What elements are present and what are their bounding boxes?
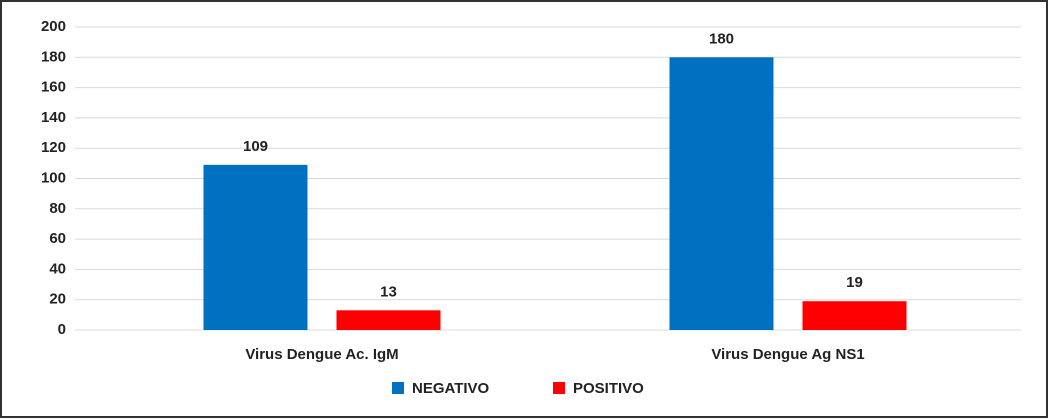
bar bbox=[669, 57, 774, 331]
y-tick-label: 120 bbox=[41, 139, 66, 156]
bar bbox=[336, 310, 441, 330]
legend-label: POSITIVO bbox=[573, 380, 644, 397]
data-label: 180 bbox=[709, 30, 734, 47]
legend-label: NEGATIVO bbox=[412, 380, 490, 397]
x-tick-label: Virus Dengue Ac. IgM bbox=[245, 346, 398, 363]
x-tick-label: Virus Dengue Ag NS1 bbox=[711, 346, 864, 363]
data-label: 13 bbox=[380, 283, 397, 300]
data-label: 19 bbox=[846, 274, 863, 291]
bar bbox=[802, 301, 907, 330]
y-tick-label: 160 bbox=[41, 79, 66, 96]
y-tick-label: 200 bbox=[41, 18, 66, 35]
y-tick-label: 20 bbox=[49, 291, 66, 308]
data-label: 109 bbox=[243, 138, 268, 155]
y-tick-label: 80 bbox=[49, 200, 66, 217]
legend-swatch bbox=[392, 382, 404, 394]
y-tick-label: 60 bbox=[49, 230, 66, 247]
y-tick-label: 100 bbox=[41, 169, 66, 186]
legend-swatch bbox=[553, 382, 565, 394]
y-tick-label: 40 bbox=[49, 260, 66, 277]
bar bbox=[203, 164, 308, 330]
y-tick-label: 140 bbox=[41, 109, 66, 126]
y-tick-label: 180 bbox=[41, 48, 66, 65]
y-tick-label: 0 bbox=[58, 321, 66, 338]
